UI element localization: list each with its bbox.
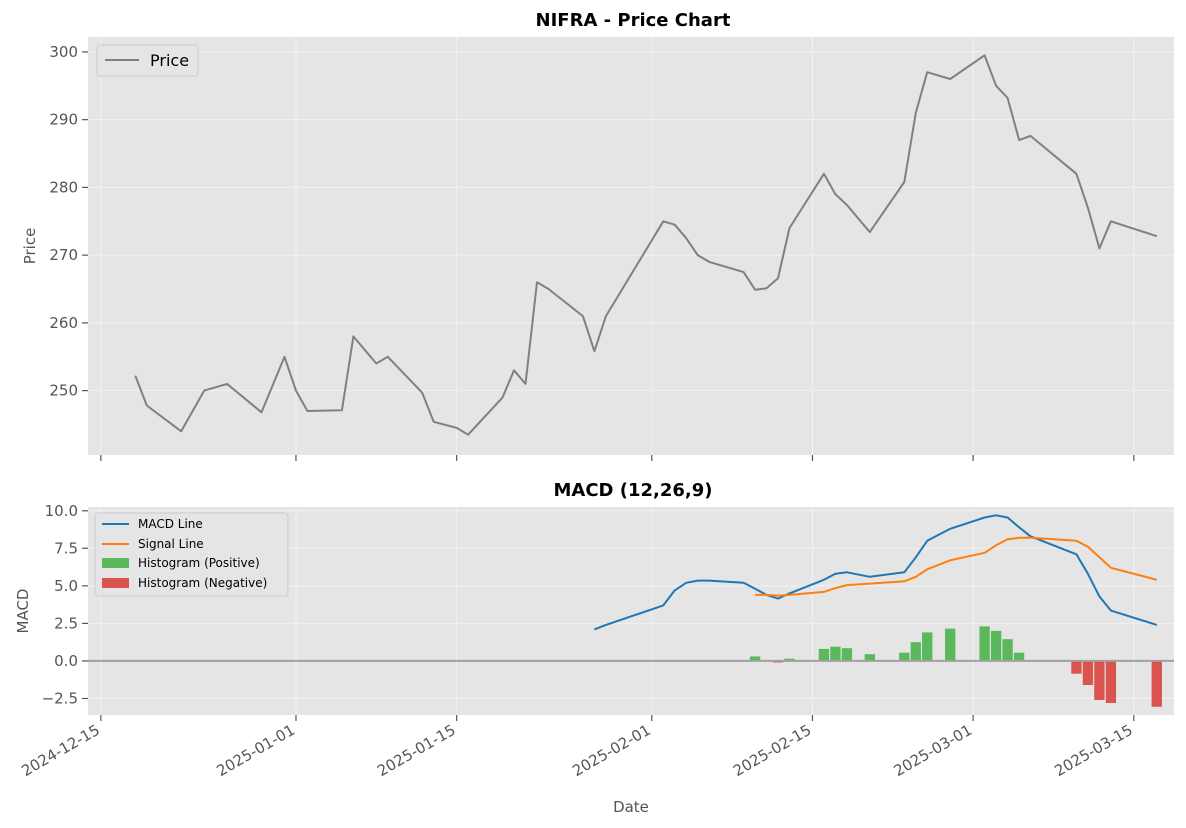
histogram-bar-positive (899, 652, 910, 661)
legend-label: MACD Line (138, 517, 203, 531)
y-tick-label: 5.0 (54, 577, 78, 595)
x-axis-label: Date (613, 798, 649, 816)
x-tick-label: 2025-02-15 (730, 721, 815, 780)
x-tick-label: 2025-02-01 (569, 721, 654, 780)
plot-background (88, 37, 1174, 455)
histogram-bar-negative (1071, 660, 1082, 674)
histogram-bar-positive (979, 626, 990, 661)
panel-price: 250 260 270 280 290 300 NIFRA - Price Chart Pri… (21, 10, 1174, 461)
x-tick-label: 2024-12-15 (18, 721, 103, 780)
x-tick-label: 2025-01-15 (374, 721, 459, 780)
price-legend: Price (96, 44, 199, 77)
legend-swatch-histogram-positive (102, 558, 129, 568)
y-tick-label: 290 (49, 111, 78, 129)
histogram-bar-positive (922, 632, 933, 661)
y-axis-label: Price (21, 228, 39, 265)
y-tick-label: 7.5 (54, 539, 78, 557)
histogram-bar-positive (864, 654, 876, 661)
series-line-price (134, 54, 1158, 436)
histogram-bar-positive (990, 630, 1002, 661)
legend-label: Histogram (Negative) (138, 576, 267, 590)
histogram-bar-negative (1094, 660, 1105, 700)
histogram-bar-positive (1002, 639, 1013, 661)
histogram-bar-negative (1151, 660, 1162, 707)
legend-swatch-histogram-negative (102, 578, 129, 588)
series-line-signal-line (755, 536, 1158, 597)
histogram-bar-positive (841, 648, 853, 661)
legend-label: Signal Line (138, 537, 204, 551)
histogram-bar-negative (1105, 660, 1117, 703)
y-tick-label: 0.0 (54, 652, 78, 670)
y-tick-label: 270 (49, 246, 78, 264)
y-tick-label: 250 (49, 382, 78, 400)
histogram-bar-negative (1082, 660, 1094, 685)
x-tick-labels: 2024-12-15 2025-01-01 2025-01-15 2025-02-01… (18, 721, 1135, 816)
histogram-bar-positive (830, 646, 841, 661)
y-tick-label: 280 (49, 178, 78, 196)
chart-title: NIFRA - Price Chart (536, 10, 731, 31)
histogram-bar-positive (784, 658, 795, 661)
histogram-bar-positive (945, 628, 956, 661)
legend-label-price: Price (150, 51, 189, 70)
legend-frame (96, 44, 199, 77)
legend-frame (94, 512, 289, 597)
legend-label: Histogram (Positive) (138, 556, 260, 570)
histogram-bar-positive (749, 656, 761, 661)
x-tick-label: 2025-03-15 (1051, 721, 1136, 780)
y-tick-label: 260 (49, 314, 78, 332)
macd-legend: MACD Line Signal Line Histogram (Positive)… (94, 512, 289, 597)
histogram-bar-positive (1013, 652, 1025, 661)
y-axis-label: MACD (14, 589, 32, 634)
y-tick-label: 2.5 (54, 614, 78, 632)
y-tick-label: −2.5 (42, 689, 78, 707)
histogram-bar-positive (818, 648, 830, 661)
chart-title: MACD (12,26,9) (553, 480, 712, 501)
histogram-bar-positive (910, 642, 921, 661)
y-tick-label: 10.0 (45, 502, 78, 520)
y-tick-label: 300 (49, 43, 78, 61)
x-tick-label: 2025-01-01 (213, 721, 298, 780)
x-tick-label: 2025-03-01 (891, 721, 976, 780)
